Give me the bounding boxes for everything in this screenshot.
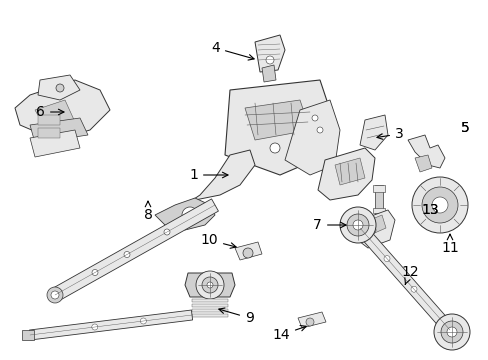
Circle shape	[411, 177, 467, 233]
Bar	[372, 208, 384, 213]
Polygon shape	[224, 80, 329, 175]
Circle shape	[92, 324, 98, 330]
Circle shape	[346, 214, 368, 236]
Circle shape	[431, 197, 447, 213]
Text: 13: 13	[420, 203, 438, 217]
Bar	[192, 299, 227, 302]
Bar	[38, 128, 60, 138]
Polygon shape	[359, 115, 387, 150]
Text: 10: 10	[200, 233, 236, 248]
Text: 9: 9	[219, 308, 253, 325]
Circle shape	[56, 84, 64, 92]
Polygon shape	[285, 100, 339, 175]
Polygon shape	[35, 100, 75, 133]
Polygon shape	[30, 130, 80, 157]
Text: 1: 1	[189, 168, 227, 182]
Circle shape	[316, 127, 323, 133]
Circle shape	[92, 270, 98, 275]
Circle shape	[339, 207, 375, 243]
Circle shape	[433, 314, 469, 350]
Text: 2: 2	[0, 359, 1, 360]
Bar	[192, 309, 227, 312]
Polygon shape	[317, 148, 374, 200]
Bar	[374, 185, 382, 215]
Circle shape	[196, 271, 224, 299]
Text: 12: 12	[400, 265, 418, 284]
Circle shape	[383, 256, 389, 262]
Circle shape	[367, 226, 375, 234]
Polygon shape	[184, 273, 235, 297]
Polygon shape	[254, 35, 285, 72]
Text: 14: 14	[272, 325, 305, 342]
Bar	[192, 304, 227, 307]
Polygon shape	[235, 242, 262, 260]
Text: 11: 11	[440, 234, 458, 255]
Polygon shape	[30, 118, 88, 143]
Text: 5: 5	[460, 121, 468, 135]
Circle shape	[410, 286, 416, 292]
Polygon shape	[364, 215, 385, 235]
Circle shape	[352, 220, 362, 230]
Polygon shape	[38, 75, 80, 100]
Polygon shape	[334, 158, 364, 185]
Circle shape	[182, 207, 198, 223]
Bar	[192, 314, 227, 317]
Polygon shape	[355, 224, 453, 334]
Polygon shape	[155, 198, 215, 230]
Circle shape	[163, 229, 170, 235]
Bar	[22, 330, 34, 340]
Text: 3: 3	[376, 127, 403, 141]
Polygon shape	[414, 155, 431, 172]
Polygon shape	[354, 210, 394, 248]
Circle shape	[243, 248, 252, 258]
Text: 5: 5	[460, 121, 468, 135]
Circle shape	[269, 143, 280, 153]
Circle shape	[305, 318, 313, 326]
Polygon shape	[262, 65, 275, 82]
Circle shape	[206, 282, 213, 288]
Text: 8: 8	[143, 201, 152, 222]
Circle shape	[265, 56, 273, 64]
Polygon shape	[297, 312, 325, 328]
Circle shape	[446, 327, 456, 337]
Bar	[372, 185, 384, 192]
Circle shape	[440, 321, 462, 343]
Polygon shape	[407, 135, 444, 168]
Text: 7: 7	[313, 218, 346, 232]
Circle shape	[202, 277, 218, 293]
Polygon shape	[244, 100, 309, 140]
Circle shape	[140, 318, 146, 324]
Circle shape	[47, 287, 63, 303]
Polygon shape	[15, 80, 110, 140]
Circle shape	[421, 187, 457, 223]
Text: 13: 13	[420, 203, 438, 217]
Text: 6: 6	[36, 105, 64, 119]
Circle shape	[51, 291, 59, 299]
Polygon shape	[170, 150, 254, 215]
Bar	[38, 115, 60, 125]
Polygon shape	[29, 310, 192, 340]
Circle shape	[124, 252, 130, 257]
Text: 4: 4	[211, 41, 254, 60]
Circle shape	[311, 115, 317, 121]
Polygon shape	[51, 199, 218, 301]
